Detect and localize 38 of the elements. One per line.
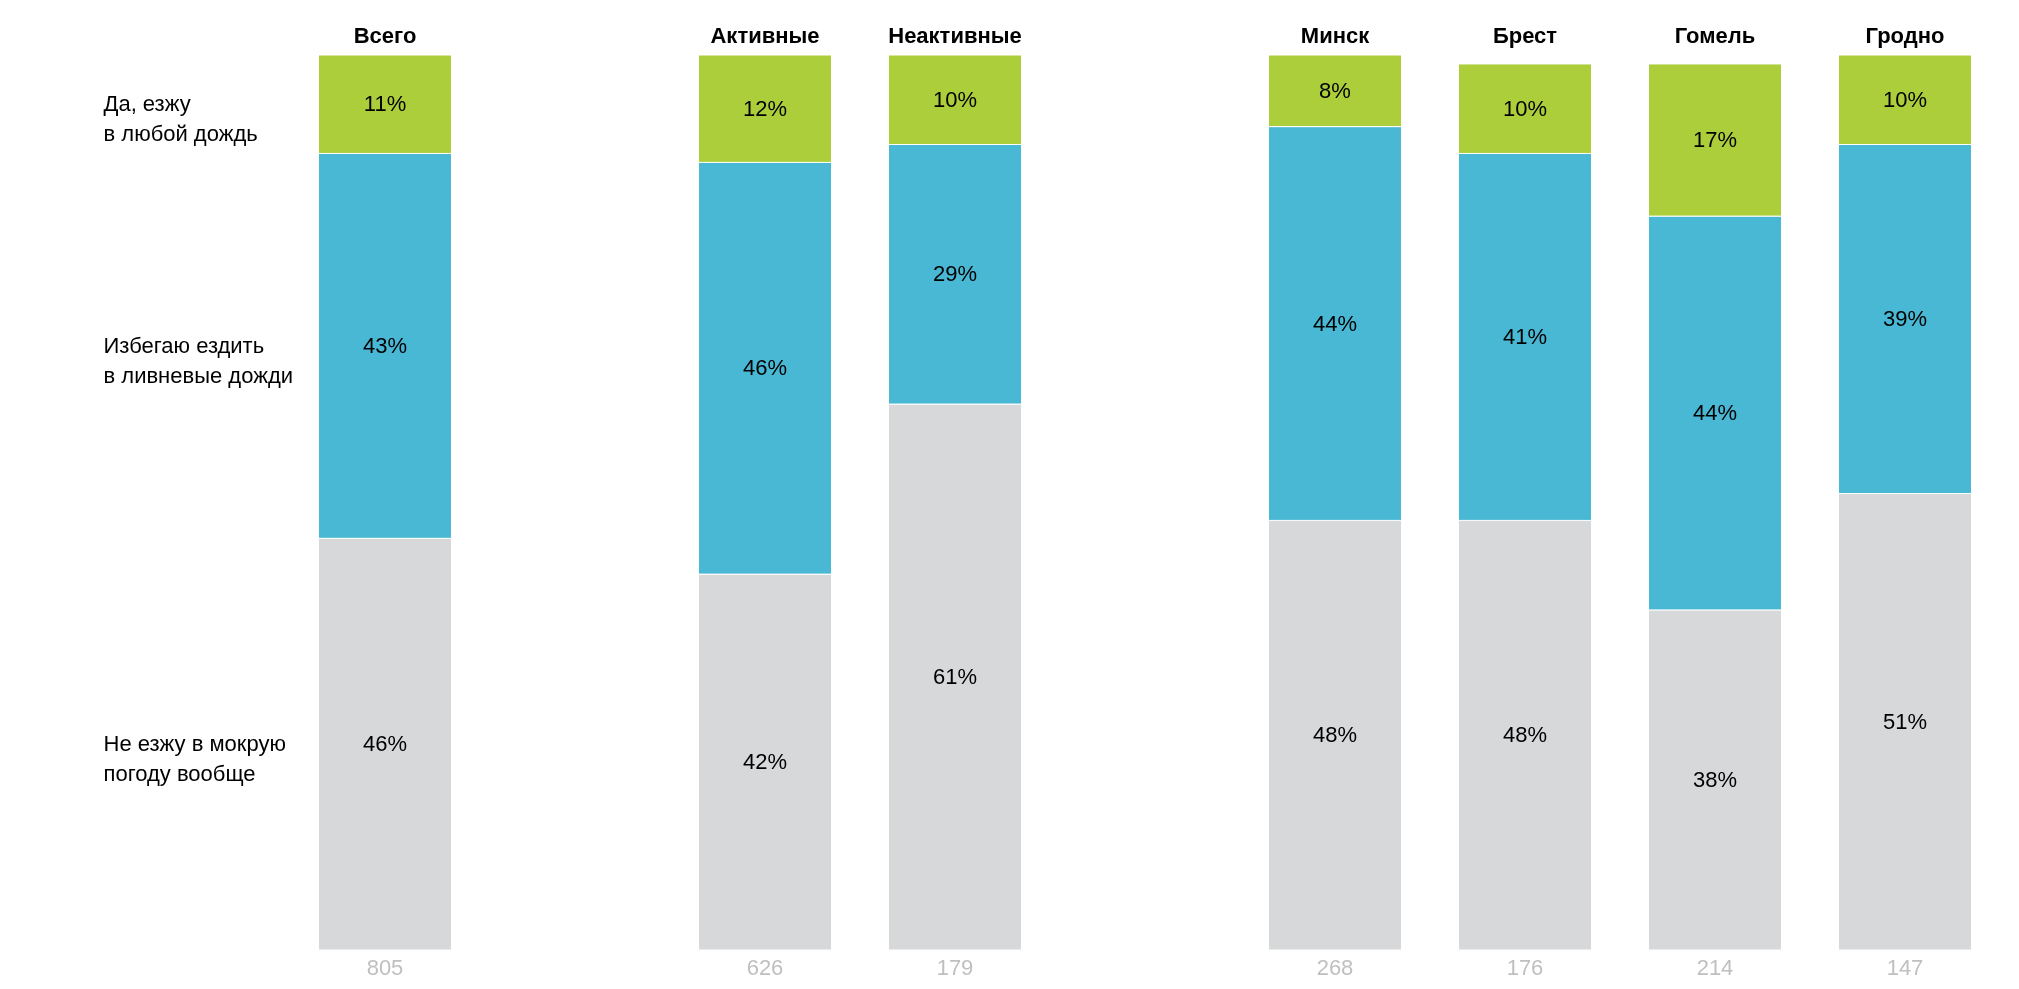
text: 147 <box>1886 955 1924 980</box>
text: 626 <box>746 955 784 980</box>
data-label: 48% <box>1312 722 1358 748</box>
data-label: 44% <box>1312 310 1358 336</box>
data-label: 61% <box>932 664 978 690</box>
data-label: 29% <box>932 261 978 287</box>
data-label: 39% <box>1882 306 1928 332</box>
text: Да, езжу в любой дождь <box>103 91 258 147</box>
x-tick-label: Активные <box>710 22 820 48</box>
text: 805 <box>366 955 404 980</box>
data-label: 42% <box>742 749 788 775</box>
text: 214 <box>1696 955 1734 980</box>
data-label: 43% <box>362 332 408 358</box>
x-tick-label: Брест <box>1492 22 1558 48</box>
x-tick-label: Гродно <box>1865 22 1945 48</box>
x-tick-label: Минск <box>1300 22 1371 48</box>
data-label: 8% <box>1319 77 1351 103</box>
data-label: 12% <box>742 95 788 121</box>
series-label: Не езжу в мокрую погоду вообще <box>103 731 286 787</box>
series-label: Избегаю ездить в ливневые дожди <box>103 332 294 388</box>
data-label: 10% <box>1882 86 1928 112</box>
data-label: 44% <box>1692 400 1738 425</box>
data-label: 46% <box>362 731 408 757</box>
data-label: 51% <box>1882 708 1928 734</box>
data-label: 46% <box>742 355 788 381</box>
data-label: 38% <box>1692 766 1738 792</box>
text: 176 <box>1506 955 1544 980</box>
data-label: 41% <box>1502 323 1548 349</box>
data-label: 48% <box>1502 722 1548 748</box>
data-label: 17% <box>1692 127 1738 153</box>
data-label: 11% <box>363 91 407 117</box>
x-tick-label: Неактивные <box>888 22 1022 48</box>
data-label: 10% <box>1502 95 1548 121</box>
x-tick-label: Гомель <box>1674 22 1756 48</box>
text: 268 <box>1316 955 1354 980</box>
data-label: 10% <box>932 86 978 112</box>
x-tick-label: Всего <box>353 22 417 48</box>
text: 179 <box>936 955 974 980</box>
